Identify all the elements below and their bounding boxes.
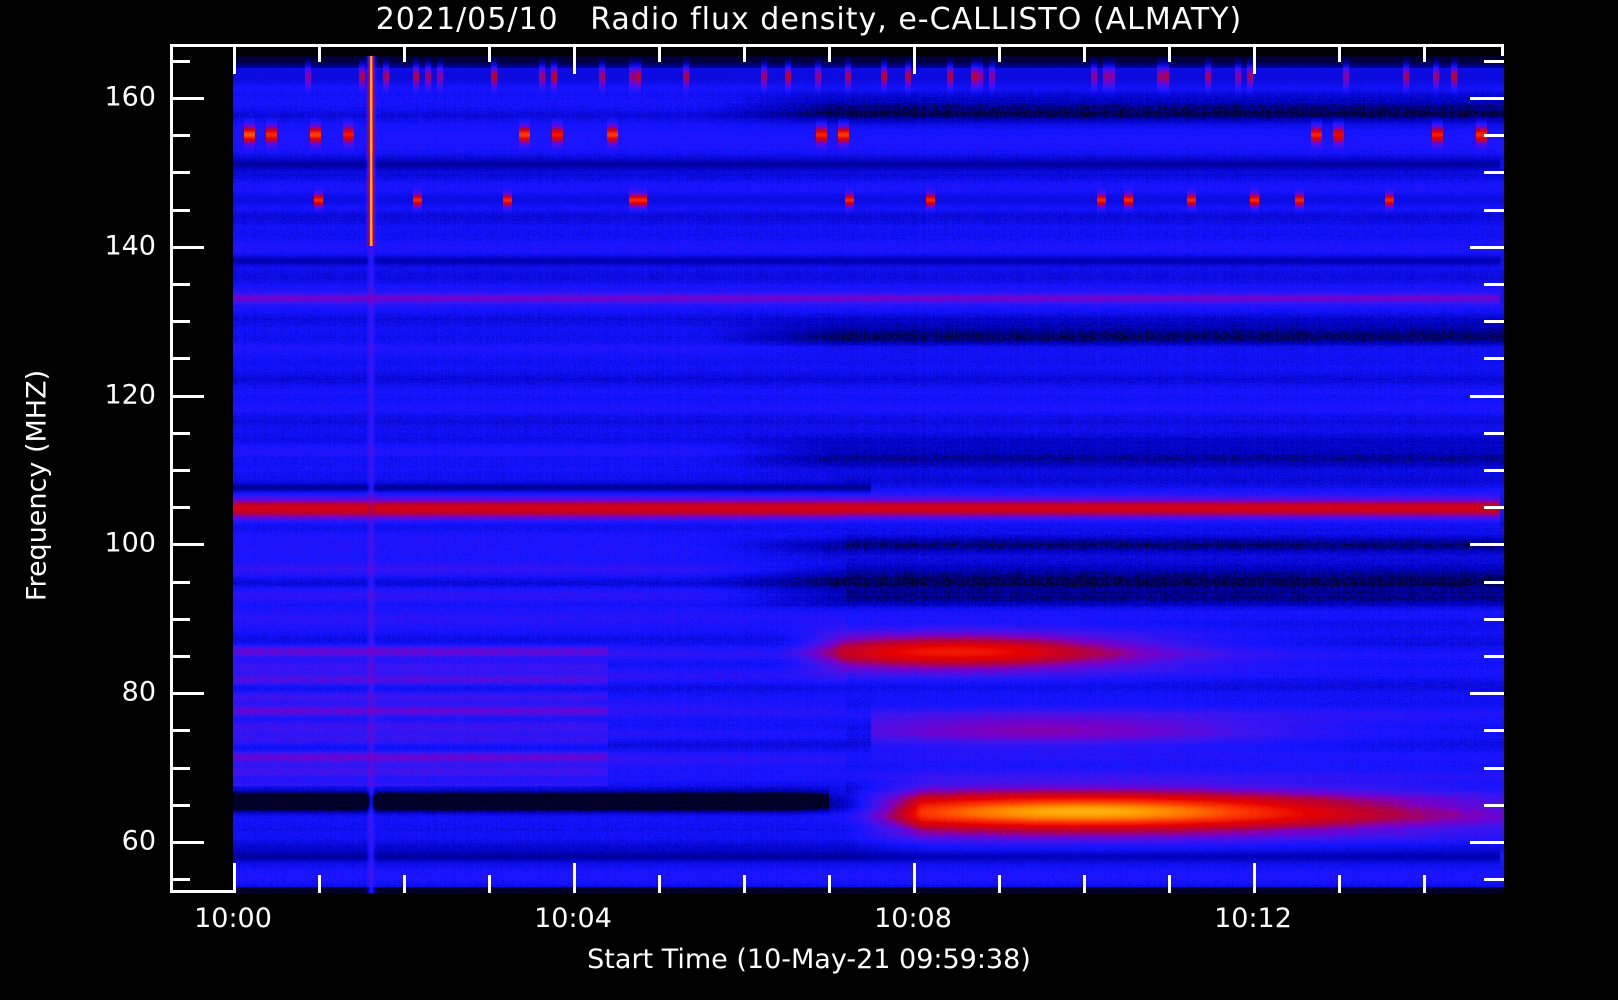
x-minor-tick [828, 875, 831, 893]
y-major-tick-right [1470, 692, 1504, 695]
y-minor-tick [170, 618, 190, 621]
y-minor-tick [170, 804, 190, 807]
x-minor-tick-top [1338, 44, 1341, 62]
y-tick-label: 140 [104, 230, 156, 262]
y-minor-tick [170, 60, 190, 63]
y-major-tick [170, 841, 204, 844]
y-minor-tick-right [1484, 283, 1504, 286]
y-major-tick-right [1470, 543, 1504, 546]
y-minor-tick-right [1484, 506, 1504, 509]
y-minor-tick [170, 283, 190, 286]
y-major-tick [170, 246, 204, 249]
y-minor-tick [170, 469, 190, 472]
y-minor-tick-right [1484, 357, 1504, 360]
x-minor-tick [403, 875, 406, 893]
y-minor-tick [170, 655, 190, 658]
x-minor-tick [1083, 875, 1086, 893]
y-minor-tick [170, 320, 190, 323]
x-major-tick [233, 863, 236, 893]
x-major-tick-top [233, 44, 236, 74]
y-minor-tick-right [1484, 655, 1504, 658]
x-minor-tick-top [743, 44, 746, 62]
y-major-tick-right [1470, 395, 1504, 398]
y-minor-tick [170, 432, 190, 435]
x-minor-tick [318, 875, 321, 893]
x-minor-tick-top [403, 44, 406, 62]
x-minor-tick [743, 875, 746, 893]
x-minor-tick-top [828, 44, 831, 62]
y-major-tick-right [1470, 97, 1504, 100]
y-major-tick [170, 692, 204, 695]
x-minor-tick [998, 875, 1001, 893]
x-major-tick [1253, 863, 1256, 893]
x-tick-label: 10:00 [194, 903, 272, 934]
y-minor-tick [170, 729, 190, 732]
y-minor-tick-right [1484, 729, 1504, 732]
y-minor-tick [170, 767, 190, 770]
x-tick-label: 10:12 [1214, 903, 1292, 934]
y-minor-tick [170, 171, 190, 174]
y-minor-tick-right [1484, 767, 1504, 770]
y-axis-title: Frequency (MHZ) [21, 369, 53, 602]
x-tick-label: 10:08 [874, 903, 952, 934]
y-minor-tick-right [1484, 134, 1504, 137]
x-minor-tick [1338, 875, 1341, 893]
x-major-tick [913, 863, 916, 893]
spectrogram-image [233, 56, 1504, 893]
x-minor-tick-top [998, 44, 1001, 62]
y-minor-tick-right [1484, 804, 1504, 807]
y-tick-label: 100 [104, 527, 156, 559]
x-minor-tick [488, 875, 491, 893]
x-minor-tick-top [1423, 44, 1426, 62]
y-minor-tick-right [1484, 171, 1504, 174]
y-tick-label: 60 [121, 825, 156, 857]
x-minor-tick [1423, 875, 1426, 893]
y-minor-tick-right [1484, 209, 1504, 212]
x-minor-tick-top [318, 44, 321, 62]
x-axis-title: Start Time (10-May-21 09:59:38) [587, 944, 1031, 975]
x-minor-tick-top [1083, 44, 1086, 62]
y-minor-tick [170, 506, 190, 509]
y-tick-label: 160 [104, 81, 156, 113]
y-minor-tick [170, 581, 190, 584]
y-major-tick-right [1470, 841, 1504, 844]
y-minor-tick [170, 209, 190, 212]
x-tick-label: 10:04 [534, 903, 612, 934]
x-major-tick [573, 863, 576, 893]
x-minor-tick-top [658, 44, 661, 62]
x-minor-tick-top [1168, 44, 1171, 62]
y-minor-tick-right [1484, 320, 1504, 323]
x-minor-tick [1168, 875, 1171, 893]
y-tick-label: 120 [104, 379, 156, 411]
x-minor-tick-top [488, 44, 491, 62]
y-minor-tick-right [1484, 581, 1504, 584]
x-major-tick-top [573, 44, 576, 74]
y-minor-tick-right [1484, 60, 1504, 63]
y-minor-tick [170, 134, 190, 137]
x-major-tick-top [913, 44, 916, 74]
y-major-tick [170, 395, 204, 398]
y-minor-tick-right [1484, 878, 1504, 881]
y-major-tick [170, 543, 204, 546]
y-minor-tick-right [1484, 469, 1504, 472]
y-major-tick [170, 97, 204, 100]
x-minor-tick [658, 875, 661, 893]
y-major-tick-right [1470, 246, 1504, 249]
y-tick-label: 80 [121, 676, 156, 708]
y-minor-tick-right [1484, 618, 1504, 621]
y-minor-tick-right [1484, 432, 1504, 435]
x-major-tick-top [1253, 44, 1256, 74]
y-minor-tick [170, 878, 190, 881]
figure-title: 2021/05/10 Radio flux density, e-CALLIST… [375, 2, 1243, 37]
y-minor-tick [170, 357, 190, 360]
